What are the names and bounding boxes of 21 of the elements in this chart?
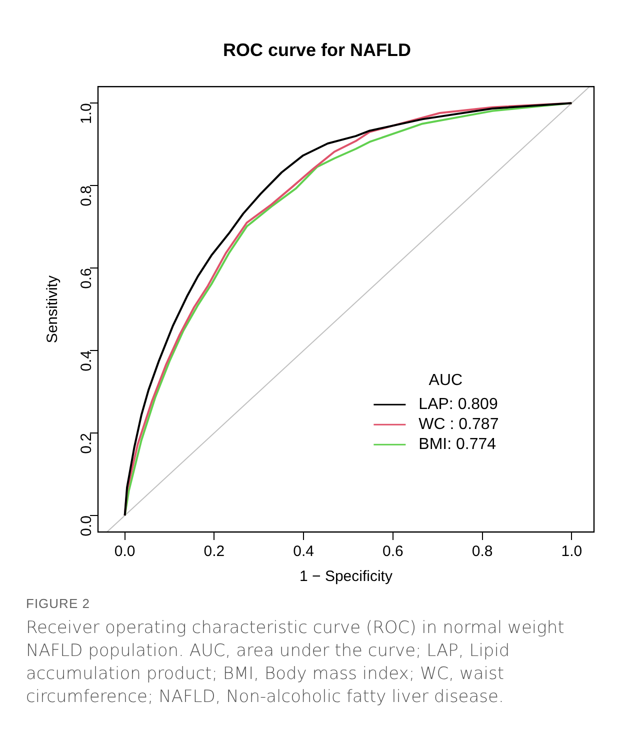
chart-title: ROC curve for NAFLD: [222, 40, 412, 60]
legend-label: LAP: 0.809: [418, 396, 498, 413]
y-tick-label: 0.4: [78, 350, 96, 372]
y-tick-label: 0.8: [78, 186, 96, 206]
y-axis-title: Sensitivity: [44, 275, 62, 344]
legend-label: WC : 0.787: [418, 416, 499, 433]
text: Receiver operating characteristic curve (ROC) in normal weight NAFLD population. AUC, area under the curve; LAP, Lipid accumulation product; BMI, Body mass index; WC, waist circumference; NAFLD, Non-alcoholic fatty liver disease.: [26, 617, 566, 709]
y-tick-label: 0.6: [78, 268, 96, 289]
legend-label: BMI: 0.774: [418, 436, 496, 453]
y-tick-label: 1.0: [78, 103, 96, 124]
y-tick-label: 0.2: [78, 433, 96, 454]
x-tick-label: 0.4: [293, 543, 314, 560]
caption: FIGURE 2: [26, 596, 91, 611]
legend-title: AUC: [428, 372, 463, 389]
x-axis-title: 1 − Specificity: [300, 568, 393, 586]
x-tick-label: 0.0: [114, 543, 136, 560]
x-tick-label: 0.6: [382, 543, 404, 560]
y-tick-label: 0.0: [78, 516, 96, 536]
x-tick-label: 1.0: [561, 543, 582, 560]
x-tick-label: 0.8: [472, 543, 493, 560]
x-tick-label: 0.2: [204, 543, 225, 560]
